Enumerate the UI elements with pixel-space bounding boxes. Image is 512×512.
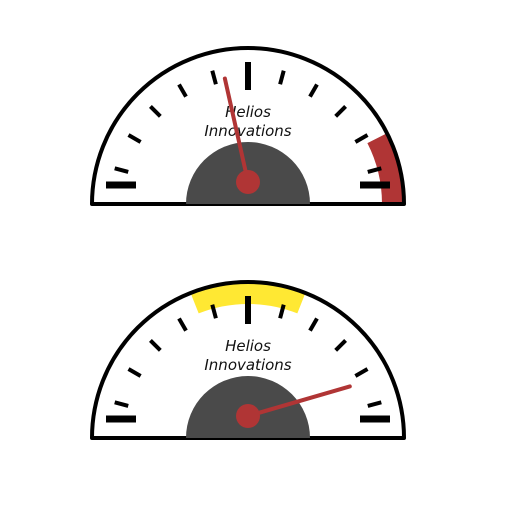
minor-tick [278,70,286,85]
minor-tick [367,400,382,408]
minor-tick [278,304,286,319]
gauge-outline [90,46,406,206]
brand-name-line1: Helios [225,103,271,121]
gauge-bottom: Helios Innovations [90,280,406,440]
minor-tick [354,133,369,144]
gauge-top: Helios Innovations [90,46,406,206]
minor-tick [177,317,188,332]
minor-tick [210,304,218,319]
minor-tick [334,339,347,352]
minor-tick [367,166,382,174]
brand-name-line2: Innovations [204,356,291,374]
minor-tick [114,166,129,174]
gauge-ticks [106,62,390,189]
gauge-ticks [106,296,390,423]
minor-tick [308,83,319,98]
minor-tick [114,400,129,408]
minor-tick [334,105,347,118]
gauge-outline [90,280,406,440]
minor-tick [308,317,319,332]
minor-tick [177,83,188,98]
gauge-needle [222,76,250,184]
minor-tick [127,133,142,144]
brand-name-line2: Innovations [204,122,291,140]
minor-tick [354,367,369,378]
minor-tick [149,105,162,118]
needle-pivot [236,170,260,194]
gauge-needle [246,384,352,418]
gauge-face [92,282,404,438]
minor-tick [210,70,218,85]
gauge-zone-red [367,133,403,204]
minor-tick [149,339,162,352]
needle-pivot [236,404,260,428]
gauge-face [92,48,404,204]
brand-name-line1: Helios [225,337,271,355]
minor-tick [127,367,142,378]
